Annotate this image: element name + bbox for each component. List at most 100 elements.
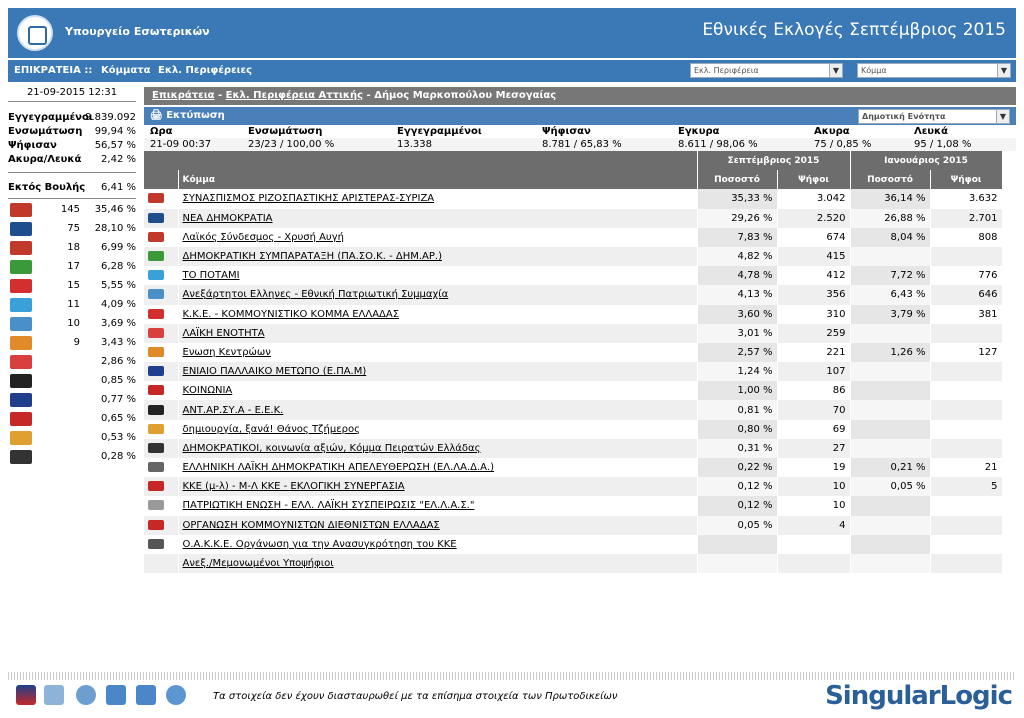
summary-label: Ψήφισαν xyxy=(542,126,591,137)
party-name-cell: ΠΑΤΡΙΩΤΙΚΗ ΕΝΩΣΗ - ΕΛΛ. ΛΑΪΚΗ ΣΥΣΠΕΙΡΩΣΙ… xyxy=(178,496,698,516)
pct-jan-cell xyxy=(850,400,931,420)
party-name-link[interactable]: Ανεξάρτητοι Ελληνες - Εθνική Πατριωτική … xyxy=(182,289,449,301)
party-name-link[interactable]: ΕΛΛΗΝΙΚΗ ΛΑΪΚΗ ΔΗΜΟΚΡΑΤΙΚΗ ΑΠΕΛΕΥΘΕΡΩΣΗ … xyxy=(182,462,495,474)
party-name-link[interactable]: ΝΕΑ ΔΗΜΟΚΡΑΤΙΑ xyxy=(182,212,273,224)
pct-sep-cell: 0,12 % xyxy=(697,496,778,516)
party-name-link[interactable]: ΤΟ ΠΟΤΑΜΙ xyxy=(182,270,240,282)
table-row: ΔΗΜΟΚΡΑΤΙΚΗ ΣΥΜΠΑΡΑΤΑΞΗ (ΠΑ.ΣΟ.Κ. - ΔΗΜ.… xyxy=(144,246,1003,267)
seat-pct: 35,46 % xyxy=(94,204,136,215)
group-header-jan-2015: Ιανουάριος 2015 xyxy=(850,151,1003,171)
table-row: Κ.Κ.Ε. - ΚΟΜΜΟΥΝΙΣΤΙΚΟ ΚΟΜΜΑ ΕΛΛΑΔΑΣ 3,60… xyxy=(144,304,1003,324)
chevron-down-icon: ▼ xyxy=(996,110,1009,123)
print-icon[interactable]: 🖨 xyxy=(150,110,163,121)
seat-row: 15 5,55 % xyxy=(8,277,136,296)
party-name-link[interactable]: ΔΗΜΟΚΡΑΤΙΚΗ ΣΥΜΠΑΡΑΤΑΞΗ (ΠΑ.ΣΟ.Κ. - ΔΗΜ.… xyxy=(182,251,442,263)
summary-value: 23/23 / 100,00 % xyxy=(248,139,335,150)
table-row: Λαϊκός Σύνδεσμος - Χρυσή Αυγή 7,83 % 674 8,… xyxy=(144,227,1003,247)
votes-sep-cell xyxy=(777,534,851,554)
breadcrumb-epikrateia[interactable]: Επικράτεια xyxy=(152,90,215,101)
komma-select[interactable]: Κόμμα ▼ xyxy=(857,63,1011,78)
pct-jan-header: Ποσοστό xyxy=(850,170,931,190)
pct-jan-cell xyxy=(850,438,931,458)
party-name-link[interactable]: ΕΝΙΑΙΟ ΠΑΛΛΑΙΚΟ ΜΕΤΩΠΟ (Ε.ΠΑ.Μ) xyxy=(182,366,367,378)
seat-row: 11 4,09 % xyxy=(8,296,136,315)
party-name-link[interactable]: δημιουργία, ξανά! Θάνος Τζήμερος xyxy=(182,423,360,435)
pct-jan-cell xyxy=(850,381,931,401)
party-name-link[interactable]: Ενωση Κεντρώων xyxy=(182,346,271,358)
party-name-link[interactable]: ΠΑΤΡΙΩΤΙΚΗ ΕΝΩΣΗ - ΕΛΛ. ΛΑΪΚΗ ΣΥΣΠΕΙΡΩΣΙ… xyxy=(182,500,475,512)
party-logo-icon xyxy=(148,212,164,223)
party-name-link[interactable]: Ανεξ./Μεμονωμένοι Υποψήφιοι xyxy=(182,558,334,570)
table-row: ΚΚΕ (μ-λ) - Μ-Λ ΚΚΕ - ΕΚΛΟΓΙΚΗ ΣΥΝΕΡΓΑΣΙ… xyxy=(144,477,1003,497)
info-icon[interactable] xyxy=(76,685,96,705)
party-name-link[interactable]: ΛΑΪΚΗ ΕΝΟΤΗΤΑ xyxy=(182,327,265,339)
party-icon-cell xyxy=(144,342,179,363)
party-name-cell: Ο.Α.Κ.Κ.Ε. Οργάνωση για την Ανασυγκρότησ… xyxy=(178,534,698,554)
table-row: ΔΗΜΟΚΡΑΤΙΚΟΙ, κοινωνία αξιών, Κόμμα Πειρ… xyxy=(144,438,1003,458)
seat-pct: 0,28 % xyxy=(101,451,136,462)
votes-jan-cell: 381 xyxy=(930,304,1003,324)
seat-pct: 0,53 % xyxy=(101,432,136,443)
votes-sep-cell: 259 xyxy=(777,323,851,343)
party-logo-icon xyxy=(148,462,164,473)
seat-pct: 6,99 % xyxy=(101,242,136,253)
party-name-link[interactable]: Κ.Κ.Ε. - ΚΟΜΜΟΥΝΙΣΤΙΚΟ ΚΟΜΜΑ ΕΛΛΑΔΑΣ xyxy=(182,308,400,320)
table-row: ΚΟΙΝΩΝΙΑ 1,00 % 86 xyxy=(144,381,1003,401)
nav-periferies-link[interactable]: Εκλ. Περιφέρειες xyxy=(158,65,253,76)
votes-jan-cell xyxy=(930,400,1003,420)
arrow-up-icon[interactable] xyxy=(106,685,126,705)
party-logo-icon xyxy=(148,404,164,415)
seat-count: 15 xyxy=(67,280,80,291)
main-panel: Επικράτεια - Εκλ. Περιφέρεια Αττικής - Δ… xyxy=(144,87,1016,574)
party-name-cell: ΝΕΑ ΔΗΜΟΚΡΑΤΙΑ xyxy=(178,208,698,228)
party-name-cell: ΟΡΓΑΝΩΣΗ ΚΟΜΜΟΥΝΙΣΤΩΝ ΔΙΕΘΝΙΣΤΩΝ ΕΛΛΑΔΑΣ xyxy=(178,515,698,535)
refresh-icon[interactable] xyxy=(166,685,186,705)
summary-label: Ωρα xyxy=(150,126,173,137)
seat-count: 11 xyxy=(67,299,80,310)
stats-list: Εγγεγραμμένοι 9.839.092 Ενσωμάτωση 99,94 % Ψ… xyxy=(8,112,136,168)
dimotiki-enotita-select[interactable]: Δημοτική Ενότητα ▼ xyxy=(858,109,1010,124)
print-link[interactable]: Εκτύπωση xyxy=(166,110,225,121)
pct-sep-cell: 0,12 % xyxy=(697,477,778,497)
party-name-link[interactable]: ΟΡΓΑΝΩΣΗ ΚΟΜΜΟΥΝΙΣΤΩΝ ΔΙΕΘΝΙΣΤΩΝ ΕΛΛΑΔΑΣ xyxy=(182,519,440,531)
votes-sep-cell: 10 xyxy=(777,477,851,497)
nav-epikrateia-link[interactable]: ΕΠΙΚΡΑΤΕΙΑ :: xyxy=(14,65,93,76)
votes-jan-header: Ψήφοι xyxy=(930,170,1003,190)
home-icon[interactable] xyxy=(44,685,64,705)
votes-jan-cell: 3.632 xyxy=(930,189,1003,209)
party-icon-cell xyxy=(144,496,179,516)
party-logo-icon xyxy=(148,308,164,319)
summary-value: 13.338 xyxy=(397,139,432,150)
nav-kommata-link[interactable]: Κόμματα xyxy=(101,65,151,76)
stat-row: Ενσωμάτωση 99,94 % xyxy=(8,126,136,140)
breadcrumb-current: Δήμος Μαρκοπούλου Μεσογαίας xyxy=(374,90,557,101)
votes-sep-cell: 2.520 xyxy=(777,208,851,228)
party-name-link[interactable]: ΚΟΙΝΩΝΙΑ xyxy=(182,385,233,397)
pct-sep-cell: 0,81 % xyxy=(697,400,778,420)
party-name-link[interactable]: Λαϊκός Σύνδεσμος - Χρυσή Αυγή xyxy=(182,231,344,243)
party-name-link[interactable]: ΑΝΤ.ΑΡ.ΣΥ.Α - Ε.Ε.Κ. xyxy=(182,404,284,416)
pct-sep-cell: 0,31 % xyxy=(697,438,778,458)
seat-row: 0,77 % xyxy=(8,391,136,410)
party-name-link[interactable]: ΔΗΜΟΚΡΑΤΙΚΟΙ, κοινωνία αξιών, Κόμμα Πειρ… xyxy=(182,442,481,454)
komma-select-value: Κόμμα xyxy=(861,66,887,75)
party-icon-cell xyxy=(144,438,179,458)
party-name-cell: ΣΥΝΑΣΠΙΣΜΟΣ ΡΙΖΟΣΠΑΣΤΙΚΗΣ ΑΡΙΣΤΕΡΑΣ-ΣΥΡΙ… xyxy=(178,189,698,209)
english-flag-icon[interactable] xyxy=(16,685,36,705)
party-logo-icon xyxy=(10,260,32,274)
seat-pct: 3,69 % xyxy=(101,318,136,329)
party-name-link[interactable]: ΚΚΕ (μ-λ) - Μ-Λ ΚΚΕ - ΕΚΛΟΓΙΚΗ ΣΥΝΕΡΓΑΣΙ… xyxy=(182,481,405,493)
party-name-link[interactable]: Ο.Α.Κ.Κ.Ε. Οργάνωση για την Ανασυγκρότησ… xyxy=(182,538,457,550)
party-icon-cell xyxy=(144,515,179,535)
votes-sep-cell: 107 xyxy=(777,362,851,382)
pct-sep-cell: 0,05 % xyxy=(697,515,778,535)
seat-row: 75 28,10 % xyxy=(8,220,136,239)
arrow-down-icon[interactable] xyxy=(136,685,156,705)
pct-jan-cell xyxy=(850,534,931,554)
periferia-select[interactable]: Εκλ. Περιφέρεια ▼ xyxy=(690,63,843,78)
party-name-link[interactable]: ΣΥΝΑΣΠΙΣΜΟΣ ΡΙΖΟΣΠΑΣΤΙΚΗΣ ΑΡΙΣΤΕΡΑΣ-ΣΥΡΙ… xyxy=(182,193,435,205)
party-logo-icon xyxy=(148,270,164,281)
seat-count: 145 xyxy=(60,204,80,215)
breadcrumb-attiki[interactable]: Εκλ. Περιφέρεια Αττικής xyxy=(225,90,364,101)
pct-sep-cell: 3,01 % xyxy=(697,323,778,343)
